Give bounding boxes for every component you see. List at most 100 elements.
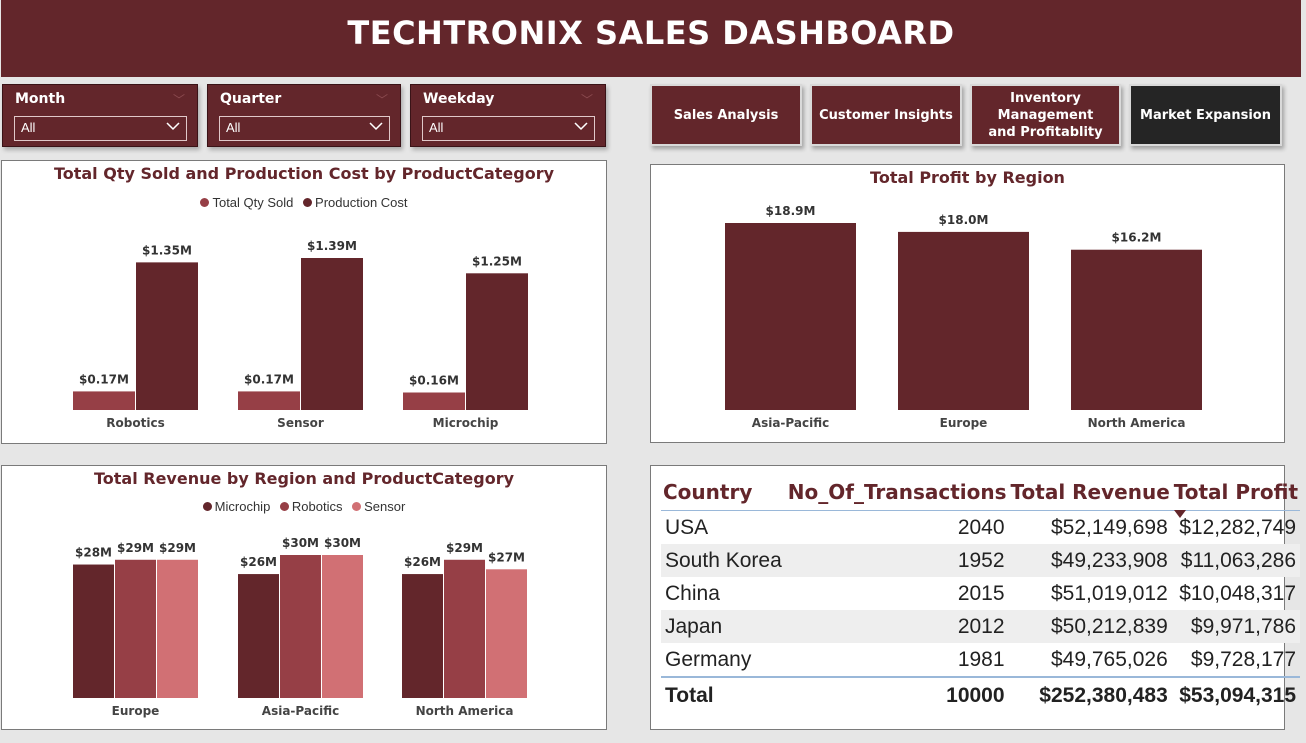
table-row[interactable]: China 2015 $51,019,012 $10,048,317 <box>661 577 1300 610</box>
bar-microchip[interactable] <box>402 574 443 698</box>
profit-bar-chart: $18.9M Asia-Pacific $18.0M Europe $16.2M Nort… <box>725 204 1202 430</box>
nav-inventory-button[interactable]: Inventory Management and Profitablity <box>970 84 1121 146</box>
bar-sensor[interactable] <box>486 569 527 698</box>
weekday-dropdown[interactable]: All <box>422 116 595 141</box>
bar-total-profit[interactable] <box>1071 249 1202 410</box>
table-cell: $52,149,698 <box>1050 515 1168 539</box>
legend-label: Microchip <box>214 499 271 514</box>
category-label: Europe <box>112 704 160 718</box>
nav-customer-insights-button[interactable]: Customer Insights <box>810 84 962 146</box>
chevron-down-icon <box>369 122 383 131</box>
legend-dot <box>202 502 212 511</box>
category-label: North America <box>416 704 514 718</box>
data-label: $29M <box>159 541 196 555</box>
bar-microchip[interactable] <box>238 574 279 698</box>
data-label: $1.39M <box>307 239 357 253</box>
nav-label: Market Expansion <box>1140 107 1271 123</box>
country-table-panel: Country No_Of_Transactions Total Revenue… <box>650 465 1301 730</box>
legend-item[interactable]: Microchip <box>202 499 271 514</box>
nav-market-expansion-button[interactable]: Market Expansion <box>1129 84 1282 146</box>
bar-total-qty-sold[interactable] <box>403 392 465 410</box>
table-cell: USA <box>665 515 709 539</box>
bar-robotics[interactable] <box>115 559 156 698</box>
bar-production-cost[interactable] <box>466 273 528 410</box>
data-label: $29M <box>117 541 154 555</box>
legend-item[interactable]: Total Qty Sold <box>200 195 293 210</box>
data-label: $18.9M <box>766 204 816 218</box>
table-cell: Japan <box>661 610 786 643</box>
bar-total-qty-sold[interactable] <box>73 391 135 410</box>
bar-total-profit[interactable] <box>725 223 856 410</box>
table-cell: China <box>665 581 720 605</box>
legend-label: Production Cost <box>315 195 408 210</box>
table-row[interactable]: Germany 1981 $49,765,026 $9,728,177 <box>661 643 1300 677</box>
quarter-slicer[interactable]: Quarter ﹀ All <box>207 84 401 147</box>
table-cell: 2040 <box>957 515 1005 539</box>
sort-descending-icon <box>1173 510 1186 518</box>
table-cell: $49,765,026 <box>1050 647 1168 671</box>
profit-by-region-chart-panel: Total Profit by Region $18.9M Asia-Pacifi… <box>650 164 1285 443</box>
table-total-cell: Total <box>661 676 786 712</box>
table-total-cell: $53,094,315 <box>1171 676 1301 712</box>
data-label: $29M <box>446 541 483 555</box>
legend-item[interactable]: Production Cost <box>303 195 408 210</box>
chevron-down-icon[interactable]: ﹀ <box>375 93 388 107</box>
chevron-down-icon[interactable]: ﹀ <box>172 93 185 107</box>
bar-robotics[interactable] <box>444 559 485 698</box>
bar-sensor[interactable] <box>322 555 363 698</box>
table-cell: 2012 <box>785 610 1009 643</box>
data-label: $28M <box>75 546 112 560</box>
chevron-down-icon[interactable]: ﹀ <box>580 93 593 107</box>
bar-total-qty-sold[interactable] <box>238 391 300 410</box>
nav-sales-analysis-button[interactable]: Sales Analysis <box>650 84 802 146</box>
dashboard-header: TECHTRONIX SALES DASHBOARD <box>1 0 1301 77</box>
bar-robotics[interactable] <box>280 555 321 698</box>
chart-title: Total Qty Sold and Production Cost by Pr… <box>53 164 555 183</box>
table-row[interactable]: Japan 2012 $50,212,839 $9,971,786 <box>661 610 1301 643</box>
legend-item[interactable]: Robotics <box>279 499 343 514</box>
dashboard-title: TECHTRONIX SALES DASHBOARD <box>347 13 955 52</box>
chart-title: Total Revenue by Region and ProductCateg… <box>93 469 515 488</box>
category-label: Robotics <box>106 416 164 430</box>
data-label: $0.17M <box>79 372 129 386</box>
month-dropdown[interactable]: All <box>14 116 187 141</box>
data-label: $26M <box>404 555 441 569</box>
quarter-dropdown[interactable]: All <box>219 116 390 141</box>
table-total-cell: 10000 <box>785 676 1009 712</box>
column-header[interactable]: No_Of_Transactions <box>785 476 1009 511</box>
legend-dot <box>200 198 210 207</box>
revenue-by-region-chart-panel: Total Revenue by Region and ProductCateg… <box>1 465 607 730</box>
slicer-title: Quarter <box>220 91 282 107</box>
column-header[interactable]: Country <box>661 476 786 511</box>
chart-title: Total Profit by Region <box>870 168 1065 187</box>
column-header[interactable]: Total Revenue <box>1008 476 1172 511</box>
bar-production-cost[interactable] <box>136 262 198 410</box>
bar-sensor[interactable] <box>157 559 198 698</box>
table-cell: $51,019,012 <box>1050 581 1168 605</box>
month-slicer[interactable]: Month ﹀ All <box>2 84 198 147</box>
table-total-cell: $252,380,483 <box>1008 676 1172 712</box>
bar-total-profit[interactable] <box>898 231 1029 410</box>
table-cell: $49,233,908 <box>1008 544 1172 577</box>
weekday-slicer[interactable]: Weekday ﹀ All <box>410 84 606 147</box>
bar-production-cost[interactable] <box>301 258 363 410</box>
country-table: Country No_Of_Transactions Total Revenue… <box>661 476 1301 712</box>
legend-label: Total Qty Sold <box>212 195 294 210</box>
legend-item[interactable]: Sensor <box>352 499 405 514</box>
column-header-sorted[interactable]: Total Profit <box>1171 476 1301 518</box>
qty-cost-bar-chart: $0.17M $1.35M Robotics $0.17M $1.39M Sensor $0… <box>73 239 528 430</box>
category-label: Sensor <box>277 416 324 430</box>
legend-dot <box>352 502 362 511</box>
chevron-down-icon <box>574 122 588 131</box>
data-label: $0.16M <box>409 374 459 388</box>
data-label: $26M <box>240 555 277 569</box>
bar-microchip[interactable] <box>73 564 114 698</box>
table-row[interactable]: South Korea 1952 $49,233,908 $11,063,286 <box>661 544 1301 577</box>
nav-label: Customer Insights <box>819 107 953 123</box>
category-label: North America <box>1088 416 1186 430</box>
data-label: $30M <box>282 536 319 550</box>
table-row[interactable]: USA 2040 $52,149,698 $12,282,749 <box>661 511 1300 545</box>
category-label: Asia-Pacific <box>752 416 829 430</box>
table-header-row: Country No_Of_Transactions Total Revenue… <box>661 476 1301 518</box>
table-cell: $9,728,177 <box>1190 647 1297 671</box>
